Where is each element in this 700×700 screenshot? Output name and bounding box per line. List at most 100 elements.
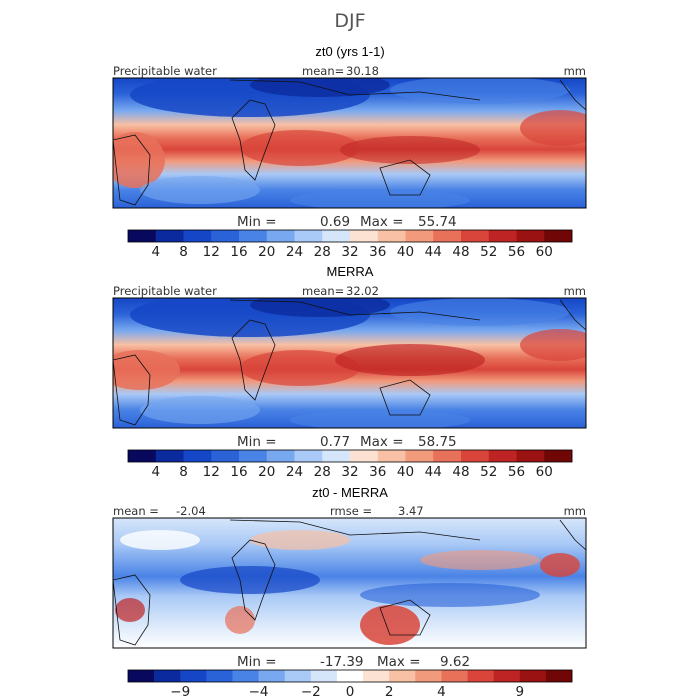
colorbar-segment xyxy=(516,450,545,462)
colorbar-tick-label: 16 xyxy=(230,464,247,480)
colorbar-segment xyxy=(239,450,268,462)
min-label: Min = xyxy=(237,434,277,450)
field-blob xyxy=(360,605,420,645)
colorbar-segment xyxy=(206,670,233,682)
colorbar-tick-label: 56 xyxy=(508,244,525,260)
colorbar-tick-label: 28 xyxy=(314,244,331,260)
colorbar-tick-label: 24 xyxy=(286,464,303,480)
colorbar-tick-label: 28 xyxy=(314,464,331,480)
colorbar-segment xyxy=(183,450,212,462)
colorbar-segment xyxy=(155,230,184,242)
panel-difference: zt0 - MERRA mean = -2.04 rmse = 3.47 mm … xyxy=(112,485,587,700)
max-label: Max = xyxy=(377,654,421,670)
continent-outline xyxy=(559,79,586,111)
colorbar-segment xyxy=(258,670,286,682)
colorbar-tick-label: 40 xyxy=(397,464,414,480)
colorbar-ticks: 4 8 12 16 20 24 28 32 36 40 44 48 52 56 60 xyxy=(151,464,552,480)
field-blob xyxy=(520,329,586,361)
colorbar-tick-label: 12 xyxy=(203,244,220,260)
map-frame xyxy=(112,297,587,429)
continent-outline xyxy=(113,134,151,206)
colorbar-frame xyxy=(127,669,573,683)
field-blob xyxy=(340,136,480,164)
colorbar-segment xyxy=(128,450,157,462)
units-label: mm xyxy=(564,64,586,78)
panel-title: zt0 - MERRA xyxy=(312,485,388,500)
colorbar-segment xyxy=(544,450,573,462)
colorbar-segment xyxy=(461,450,490,462)
field-blob xyxy=(520,110,586,146)
heatmap-field xyxy=(113,78,586,208)
colorbar-segment xyxy=(516,230,545,242)
colorbar-segment xyxy=(488,450,517,462)
colorbar-frame xyxy=(127,229,573,243)
colorbar-segment xyxy=(433,450,462,462)
field-blob xyxy=(390,298,570,326)
colorbar-segment xyxy=(519,670,547,682)
field-blob xyxy=(120,530,200,550)
colorbar-segment xyxy=(377,230,406,242)
colorbar-tick-label: 44 xyxy=(425,244,442,260)
colorbar-tick-label: 0 xyxy=(346,684,355,700)
colorbar-tick-label: 52 xyxy=(480,244,497,260)
colorbar-segment xyxy=(211,230,240,242)
variable-label: Precipitable water xyxy=(113,64,217,78)
colorbar-segment xyxy=(377,450,406,462)
colorbar-segment xyxy=(441,670,468,682)
colorbar-segment xyxy=(488,230,517,242)
colorbar-segment xyxy=(493,670,521,682)
colorbar-tick-label: 56 xyxy=(508,464,525,480)
mean-label: mean = xyxy=(113,504,159,518)
colorbar-segment xyxy=(211,450,240,462)
colorbar-segment xyxy=(155,450,184,462)
colorbar-segment xyxy=(544,230,573,242)
colorbar-segment xyxy=(183,230,212,242)
colorbar-tick-label: 32 xyxy=(341,244,358,260)
field-blob xyxy=(180,566,320,594)
continent-outline xyxy=(113,574,151,646)
continent-outline xyxy=(229,519,481,541)
rmse-label: rmse = xyxy=(330,504,372,518)
field-blob xyxy=(290,190,470,208)
colorbar-tick-label: 36 xyxy=(369,244,386,260)
min-value: 0.77 xyxy=(320,434,350,450)
colorbar-segment xyxy=(433,230,462,242)
continent-outline xyxy=(231,99,276,181)
colorbar-segment xyxy=(294,450,323,462)
colorbar-segment xyxy=(336,670,364,682)
continent-outline xyxy=(559,299,586,331)
max-label: Max = xyxy=(360,214,404,230)
mean-label: mean= xyxy=(302,284,344,298)
heatmap-field xyxy=(113,298,586,428)
map-frame xyxy=(112,517,587,649)
colorbar-segment xyxy=(545,670,573,682)
mean-value: -2.04 xyxy=(176,504,206,518)
colorbar-segment xyxy=(154,670,181,682)
colorbar-segment xyxy=(266,450,295,462)
panel-merra: MERRA Precipitable water mean= 32.02 mm … xyxy=(112,264,587,480)
colorbar-segment xyxy=(350,450,379,462)
colorbar-tick-label: 16 xyxy=(230,244,247,260)
colorbar-tick-label: 4 xyxy=(151,244,160,260)
colorbar-segment xyxy=(461,230,490,242)
colorbar-segment xyxy=(405,450,434,462)
field-blob xyxy=(113,350,180,390)
min-value: 0.69 xyxy=(320,214,350,230)
continent-outline xyxy=(231,319,276,401)
min-value: -17.39 xyxy=(320,654,364,670)
panel-title: MERRA xyxy=(327,264,374,279)
colorbar-segment xyxy=(415,670,442,682)
colorbar-segment xyxy=(310,670,338,682)
colorbar-segment xyxy=(363,670,390,682)
field-blob xyxy=(420,550,540,570)
field-blob xyxy=(113,132,165,188)
mean-label: mean= xyxy=(302,64,344,78)
colorbar-segment xyxy=(180,670,207,682)
colorbar-tick-label: 8 xyxy=(179,244,188,260)
variable-label: Precipitable water xyxy=(113,284,217,298)
colorbar-segment xyxy=(322,450,351,462)
field-blob xyxy=(335,344,485,376)
colorbar-tick-label: 36 xyxy=(369,464,386,480)
continent-outline xyxy=(379,599,431,636)
